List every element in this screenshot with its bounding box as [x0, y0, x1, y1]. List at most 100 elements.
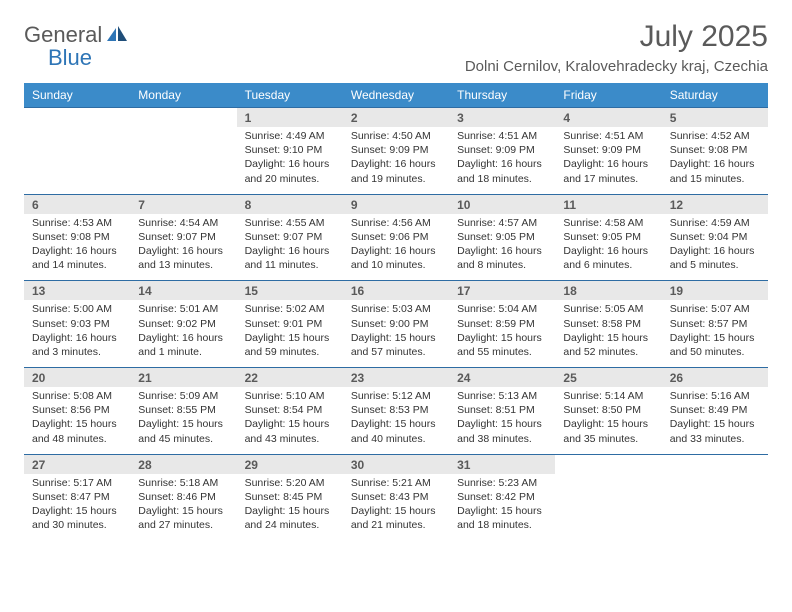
sunset-text: Sunset: 8:53 PM	[351, 403, 441, 417]
sunrise-text: Sunrise: 5:17 AM	[32, 476, 122, 490]
daylight-text: Daylight: 16 hours and 20 minutes.	[245, 157, 335, 185]
day-detail-cell: Sunrise: 5:14 AMSunset: 8:50 PMDaylight:…	[555, 387, 661, 454]
day-detail-cell: Sunrise: 4:51 AMSunset: 9:09 PMDaylight:…	[555, 127, 661, 194]
day-detail-cell	[130, 127, 236, 194]
day-number-cell: 5	[662, 108, 768, 128]
daylight-text: Daylight: 16 hours and 8 minutes.	[457, 244, 547, 272]
day-number-cell: 30	[343, 454, 449, 474]
daylight-text: Daylight: 15 hours and 55 minutes.	[457, 331, 547, 359]
day-detail-cell: Sunrise: 5:12 AMSunset: 8:53 PMDaylight:…	[343, 387, 449, 454]
day-number-cell	[130, 108, 236, 128]
daylight-text: Daylight: 15 hours and 38 minutes.	[457, 417, 547, 445]
day-detail-cell	[662, 474, 768, 541]
day-number-cell: 13	[24, 281, 130, 301]
logo-sail-icon	[107, 26, 127, 47]
day-detail-cell: Sunrise: 5:21 AMSunset: 8:43 PMDaylight:…	[343, 474, 449, 541]
sunrise-text: Sunrise: 5:23 AM	[457, 476, 547, 490]
sunset-text: Sunset: 8:43 PM	[351, 490, 441, 504]
day-number-cell: 15	[237, 281, 343, 301]
day-detail-cell: Sunrise: 5:04 AMSunset: 8:59 PMDaylight:…	[449, 300, 555, 367]
day-number-cell: 28	[130, 454, 236, 474]
daylight-text: Daylight: 15 hours and 50 minutes.	[670, 331, 760, 359]
week-daynum-row: 20212223242526	[24, 368, 768, 388]
sunrise-text: Sunrise: 5:14 AM	[563, 389, 653, 403]
sunset-text: Sunset: 8:58 PM	[563, 317, 653, 331]
sunrise-text: Sunrise: 5:04 AM	[457, 302, 547, 316]
day-detail-cell: Sunrise: 4:52 AMSunset: 9:08 PMDaylight:…	[662, 127, 768, 194]
day-number-cell: 16	[343, 281, 449, 301]
day-detail-cell: Sunrise: 5:10 AMSunset: 8:54 PMDaylight:…	[237, 387, 343, 454]
day-detail-cell: Sunrise: 4:59 AMSunset: 9:04 PMDaylight:…	[662, 214, 768, 281]
day-detail-cell: Sunrise: 4:53 AMSunset: 9:08 PMDaylight:…	[24, 214, 130, 281]
day-number-cell: 19	[662, 281, 768, 301]
daylight-text: Daylight: 16 hours and 5 minutes.	[670, 244, 760, 272]
day-number-cell: 10	[449, 194, 555, 214]
day-number-cell: 25	[555, 368, 661, 388]
sunset-text: Sunset: 9:08 PM	[32, 230, 122, 244]
day-number-cell: 12	[662, 194, 768, 214]
sunrise-text: Sunrise: 5:18 AM	[138, 476, 228, 490]
sunset-text: Sunset: 9:02 PM	[138, 317, 228, 331]
day-detail-cell: Sunrise: 5:09 AMSunset: 8:55 PMDaylight:…	[130, 387, 236, 454]
daylight-text: Daylight: 16 hours and 3 minutes.	[32, 331, 122, 359]
day-detail-cell: Sunrise: 4:49 AMSunset: 9:10 PMDaylight:…	[237, 127, 343, 194]
day-header: Friday	[555, 83, 661, 108]
week-daynum-row: 2728293031	[24, 454, 768, 474]
sunrise-text: Sunrise: 4:56 AM	[351, 216, 441, 230]
sunrise-text: Sunrise: 5:03 AM	[351, 302, 441, 316]
day-number-cell: 31	[449, 454, 555, 474]
logo-word2: Blue	[48, 45, 92, 70]
day-number-cell: 3	[449, 108, 555, 128]
sunset-text: Sunset: 9:06 PM	[351, 230, 441, 244]
daylight-text: Daylight: 16 hours and 19 minutes.	[351, 157, 441, 185]
sunset-text: Sunset: 8:47 PM	[32, 490, 122, 504]
day-detail-cell: Sunrise: 4:58 AMSunset: 9:05 PMDaylight:…	[555, 214, 661, 281]
daylight-text: Daylight: 16 hours and 15 minutes.	[670, 157, 760, 185]
sunrise-text: Sunrise: 5:01 AM	[138, 302, 228, 316]
day-detail-cell: Sunrise: 5:07 AMSunset: 8:57 PMDaylight:…	[662, 300, 768, 367]
week-daynum-row: 12345	[24, 108, 768, 128]
sunrise-text: Sunrise: 5:09 AM	[138, 389, 228, 403]
daylight-text: Daylight: 15 hours and 21 minutes.	[351, 504, 441, 532]
daylight-text: Daylight: 15 hours and 57 minutes.	[351, 331, 441, 359]
sunset-text: Sunset: 9:07 PM	[245, 230, 335, 244]
daylight-text: Daylight: 16 hours and 14 minutes.	[32, 244, 122, 272]
sunrise-text: Sunrise: 4:53 AM	[32, 216, 122, 230]
daylight-text: Daylight: 16 hours and 6 minutes.	[563, 244, 653, 272]
day-detail-cell: Sunrise: 4:55 AMSunset: 9:07 PMDaylight:…	[237, 214, 343, 281]
day-number-cell: 14	[130, 281, 236, 301]
day-number-cell: 23	[343, 368, 449, 388]
sunrise-text: Sunrise: 4:52 AM	[670, 129, 760, 143]
sunrise-text: Sunrise: 4:49 AM	[245, 129, 335, 143]
sunset-text: Sunset: 9:08 PM	[670, 143, 760, 157]
sunset-text: Sunset: 8:51 PM	[457, 403, 547, 417]
sunrise-text: Sunrise: 5:08 AM	[32, 389, 122, 403]
day-detail-cell: Sunrise: 5:17 AMSunset: 8:47 PMDaylight:…	[24, 474, 130, 541]
sunrise-text: Sunrise: 4:59 AM	[670, 216, 760, 230]
day-number-cell: 29	[237, 454, 343, 474]
day-detail-cell: Sunrise: 4:50 AMSunset: 9:09 PMDaylight:…	[343, 127, 449, 194]
day-header: Tuesday	[237, 83, 343, 108]
daylight-text: Daylight: 16 hours and 11 minutes.	[245, 244, 335, 272]
sunrise-text: Sunrise: 5:00 AM	[32, 302, 122, 316]
sunrise-text: Sunrise: 4:51 AM	[563, 129, 653, 143]
day-header: Wednesday	[343, 83, 449, 108]
calendar-header-row: Sunday Monday Tuesday Wednesday Thursday…	[24, 83, 768, 108]
week-detail-row: Sunrise: 5:17 AMSunset: 8:47 PM Daylight:…	[24, 474, 768, 541]
title-block: July 2025 Dolni Cernilov, Kralovehradeck…	[465, 20, 768, 75]
day-number-cell: 7	[130, 194, 236, 214]
sunrise-text: Sunrise: 4:57 AM	[457, 216, 547, 230]
sunset-text: Sunset: 8:46 PM	[138, 490, 228, 504]
logo: General Blue	[24, 24, 127, 70]
week-daynum-row: 13141516171819	[24, 281, 768, 301]
day-number-cell: 2	[343, 108, 449, 128]
day-header: Thursday	[449, 83, 555, 108]
daylight-text: Daylight: 16 hours and 18 minutes.	[457, 157, 547, 185]
day-detail-cell: Sunrise: 5:01 AMSunset: 9:02 PMDaylight:…	[130, 300, 236, 367]
day-detail-cell: Sunrise: 5:03 AMSunset: 9:00 PMDaylight:…	[343, 300, 449, 367]
daylight-text: Daylight: 15 hours and 45 minutes.	[138, 417, 228, 445]
sunset-text: Sunset: 9:03 PM	[32, 317, 122, 331]
day-detail-cell: Sunrise: 5:05 AMSunset: 8:58 PMDaylight:…	[555, 300, 661, 367]
week-detail-row: Sunrise: 5:00 AMSunset: 9:03 PMDaylight:…	[24, 300, 768, 367]
day-detail-cell: Sunrise: 5:23 AMSunset: 8:42 PMDaylight:…	[449, 474, 555, 541]
